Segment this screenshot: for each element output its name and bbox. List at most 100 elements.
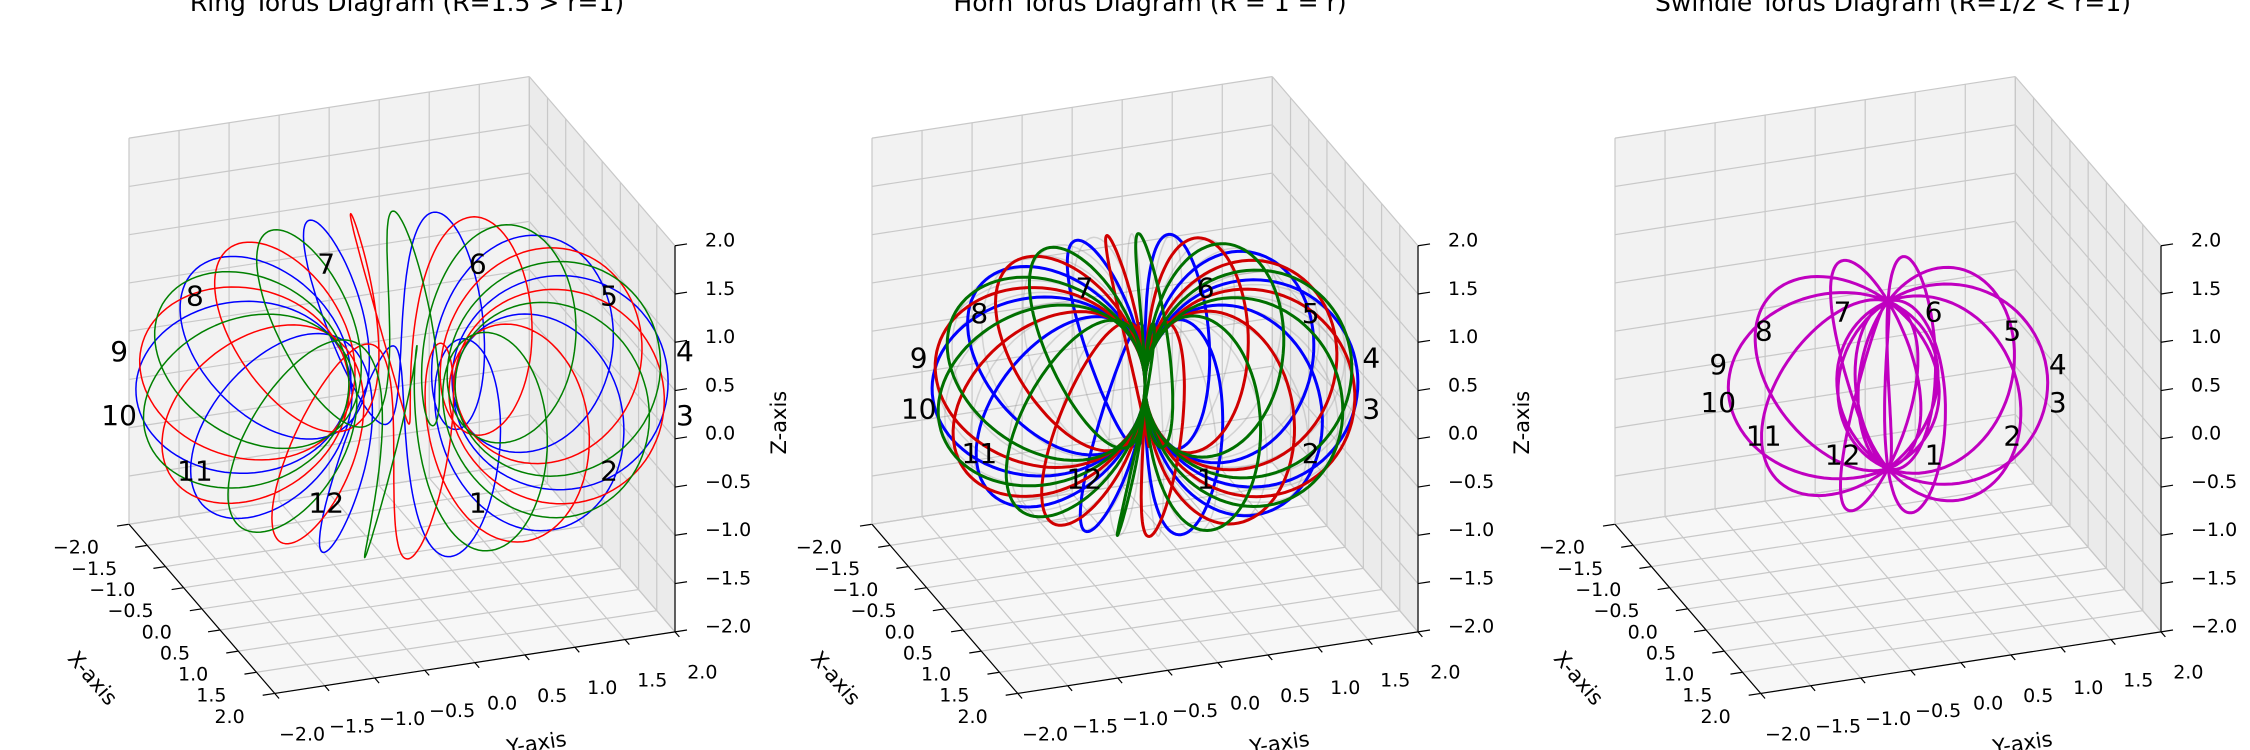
tick-mark bbox=[524, 654, 530, 661]
tick-mark bbox=[932, 608, 945, 612]
z-axis-label: Z-axis bbox=[1510, 391, 1534, 455]
z-tick-label: −1.5 bbox=[705, 567, 751, 589]
grid-line bbox=[128, 75, 530, 139]
subplot: Horn Torus Diagram (R = 1 = r)−2.0−1.5−1… bbox=[796, 0, 1534, 750]
tick-mark bbox=[2160, 291, 2174, 295]
tick-mark bbox=[1417, 436, 1431, 440]
grid-line bbox=[478, 469, 626, 640]
y-tick-label: −1.5 bbox=[1815, 716, 1861, 738]
tick-mark bbox=[674, 631, 680, 638]
grid-line bbox=[1614, 220, 2016, 284]
x-tick-label: 1.5 bbox=[939, 685, 969, 707]
tick-mark bbox=[674, 436, 688, 440]
z-tick-label: 1.0 bbox=[2191, 326, 2221, 348]
grid-line bbox=[1864, 485, 2012, 656]
z-tick-label: −1.5 bbox=[2191, 567, 2237, 589]
grid-line bbox=[528, 462, 676, 633]
tick-mark bbox=[624, 639, 630, 646]
y-tick-label: 1.5 bbox=[1380, 669, 1410, 691]
grid-line bbox=[1614, 317, 2016, 381]
tick-mark bbox=[374, 677, 380, 684]
x-tick-label: 1.5 bbox=[1682, 685, 1712, 707]
y-axis-label: Y-axis bbox=[1247, 727, 1311, 750]
grid-line bbox=[1271, 172, 1419, 343]
y-tick-label: −2.0 bbox=[1765, 723, 1811, 745]
torus-curve bbox=[138, 212, 666, 560]
chart-title: Ring Torus Diagram (R=1.5 > r=1) bbox=[190, 0, 624, 17]
annotation: 2 bbox=[600, 455, 618, 488]
grid-line bbox=[178, 516, 326, 687]
grid-line bbox=[528, 172, 676, 343]
tick-mark bbox=[1417, 243, 1431, 247]
x-tick-label: 1.0 bbox=[178, 664, 208, 686]
grid-line bbox=[1614, 124, 2016, 188]
z-tick-label: 0.5 bbox=[1448, 374, 1478, 396]
annotation: 3 bbox=[2049, 386, 2067, 419]
y-axis-line bbox=[274, 631, 676, 695]
tick-mark bbox=[1417, 339, 1431, 343]
z-axis-label: Z-axis bbox=[767, 391, 791, 455]
x-tick-label: 1.5 bbox=[196, 685, 226, 707]
annotation: 11 bbox=[177, 455, 213, 488]
annotation: 3 bbox=[676, 399, 694, 432]
y-tick-label: 1.5 bbox=[2123, 669, 2153, 691]
tick-mark bbox=[1417, 629, 1431, 633]
x-tick-label: 1.0 bbox=[921, 664, 951, 686]
x-tick-label: −0.5 bbox=[107, 600, 153, 622]
grid-line bbox=[971, 508, 1119, 679]
annotation: 9 bbox=[1709, 348, 1727, 381]
x-tick-label: −1.5 bbox=[71, 558, 117, 580]
tick-mark bbox=[1417, 581, 1431, 585]
annotation: 11 bbox=[962, 437, 998, 470]
x-axis-label: X-axis bbox=[63, 646, 122, 709]
grid-line bbox=[328, 493, 476, 664]
subplot: Ring Torus Diagram (R=1.5 > r=1)−2.0−1.5… bbox=[53, 0, 791, 750]
z-tick-label: 2.0 bbox=[705, 230, 735, 252]
x-tick-label: −1.5 bbox=[1557, 558, 1603, 580]
annotation: 5 bbox=[1302, 297, 1320, 330]
y-tick-label: 1.5 bbox=[637, 669, 667, 691]
x-axis-line bbox=[871, 523, 1019, 694]
grid-line bbox=[1614, 365, 2016, 429]
y-tick-label: −1.0 bbox=[1122, 708, 1168, 730]
tick-mark bbox=[1748, 692, 1761, 696]
z-tick-label: −2.0 bbox=[1448, 616, 1494, 638]
subplot: Swindle Torus Diagram (R=1/2 < r=1)−2.0−… bbox=[1539, 0, 2237, 750]
annotation: 8 bbox=[970, 297, 988, 330]
grid-line bbox=[528, 124, 676, 295]
grid-line bbox=[871, 124, 1273, 188]
y-tick-label: −2.0 bbox=[1022, 723, 1068, 745]
tick-mark bbox=[1693, 629, 1707, 633]
annotation: 7 bbox=[317, 247, 335, 280]
torus-curve bbox=[142, 210, 662, 559]
grid-line bbox=[2014, 124, 2162, 295]
chart-title: Swindle Torus Diagram (R=1/2 < r=1) bbox=[1655, 0, 2131, 17]
x-tick-label: 2.0 bbox=[957, 706, 987, 728]
x-tick-label: −2.0 bbox=[796, 537, 842, 559]
tick-mark bbox=[1417, 388, 1431, 392]
x-tick-label: 0.0 bbox=[885, 621, 915, 643]
x-tick-label: −2.0 bbox=[53, 537, 99, 559]
y-tick-label: 0.0 bbox=[1230, 693, 1260, 715]
annotation: 6 bbox=[1925, 295, 1943, 328]
tick-mark bbox=[262, 692, 275, 696]
annotation: 6 bbox=[1197, 271, 1215, 304]
grid-line bbox=[1071, 493, 1219, 664]
x-tick-label: 2.0 bbox=[214, 706, 244, 728]
tick-mark bbox=[135, 544, 148, 548]
tick-mark bbox=[1860, 677, 1866, 684]
grid-line bbox=[1271, 220, 1419, 391]
grid-line bbox=[1021, 500, 1169, 671]
x-axis-line bbox=[128, 523, 276, 694]
tick-mark bbox=[1760, 693, 1766, 699]
tick-mark bbox=[1639, 565, 1652, 569]
tick-mark bbox=[1810, 685, 1816, 692]
z-tick-label: 1.5 bbox=[1448, 278, 1478, 300]
tick-mark bbox=[674, 243, 688, 247]
grid-line bbox=[1664, 516, 1812, 687]
tick-mark bbox=[1730, 671, 1743, 675]
z-tick-label: −1.0 bbox=[2191, 519, 2237, 541]
torus-curve bbox=[933, 234, 1357, 538]
y-tick-label: −0.5 bbox=[1915, 700, 1961, 722]
